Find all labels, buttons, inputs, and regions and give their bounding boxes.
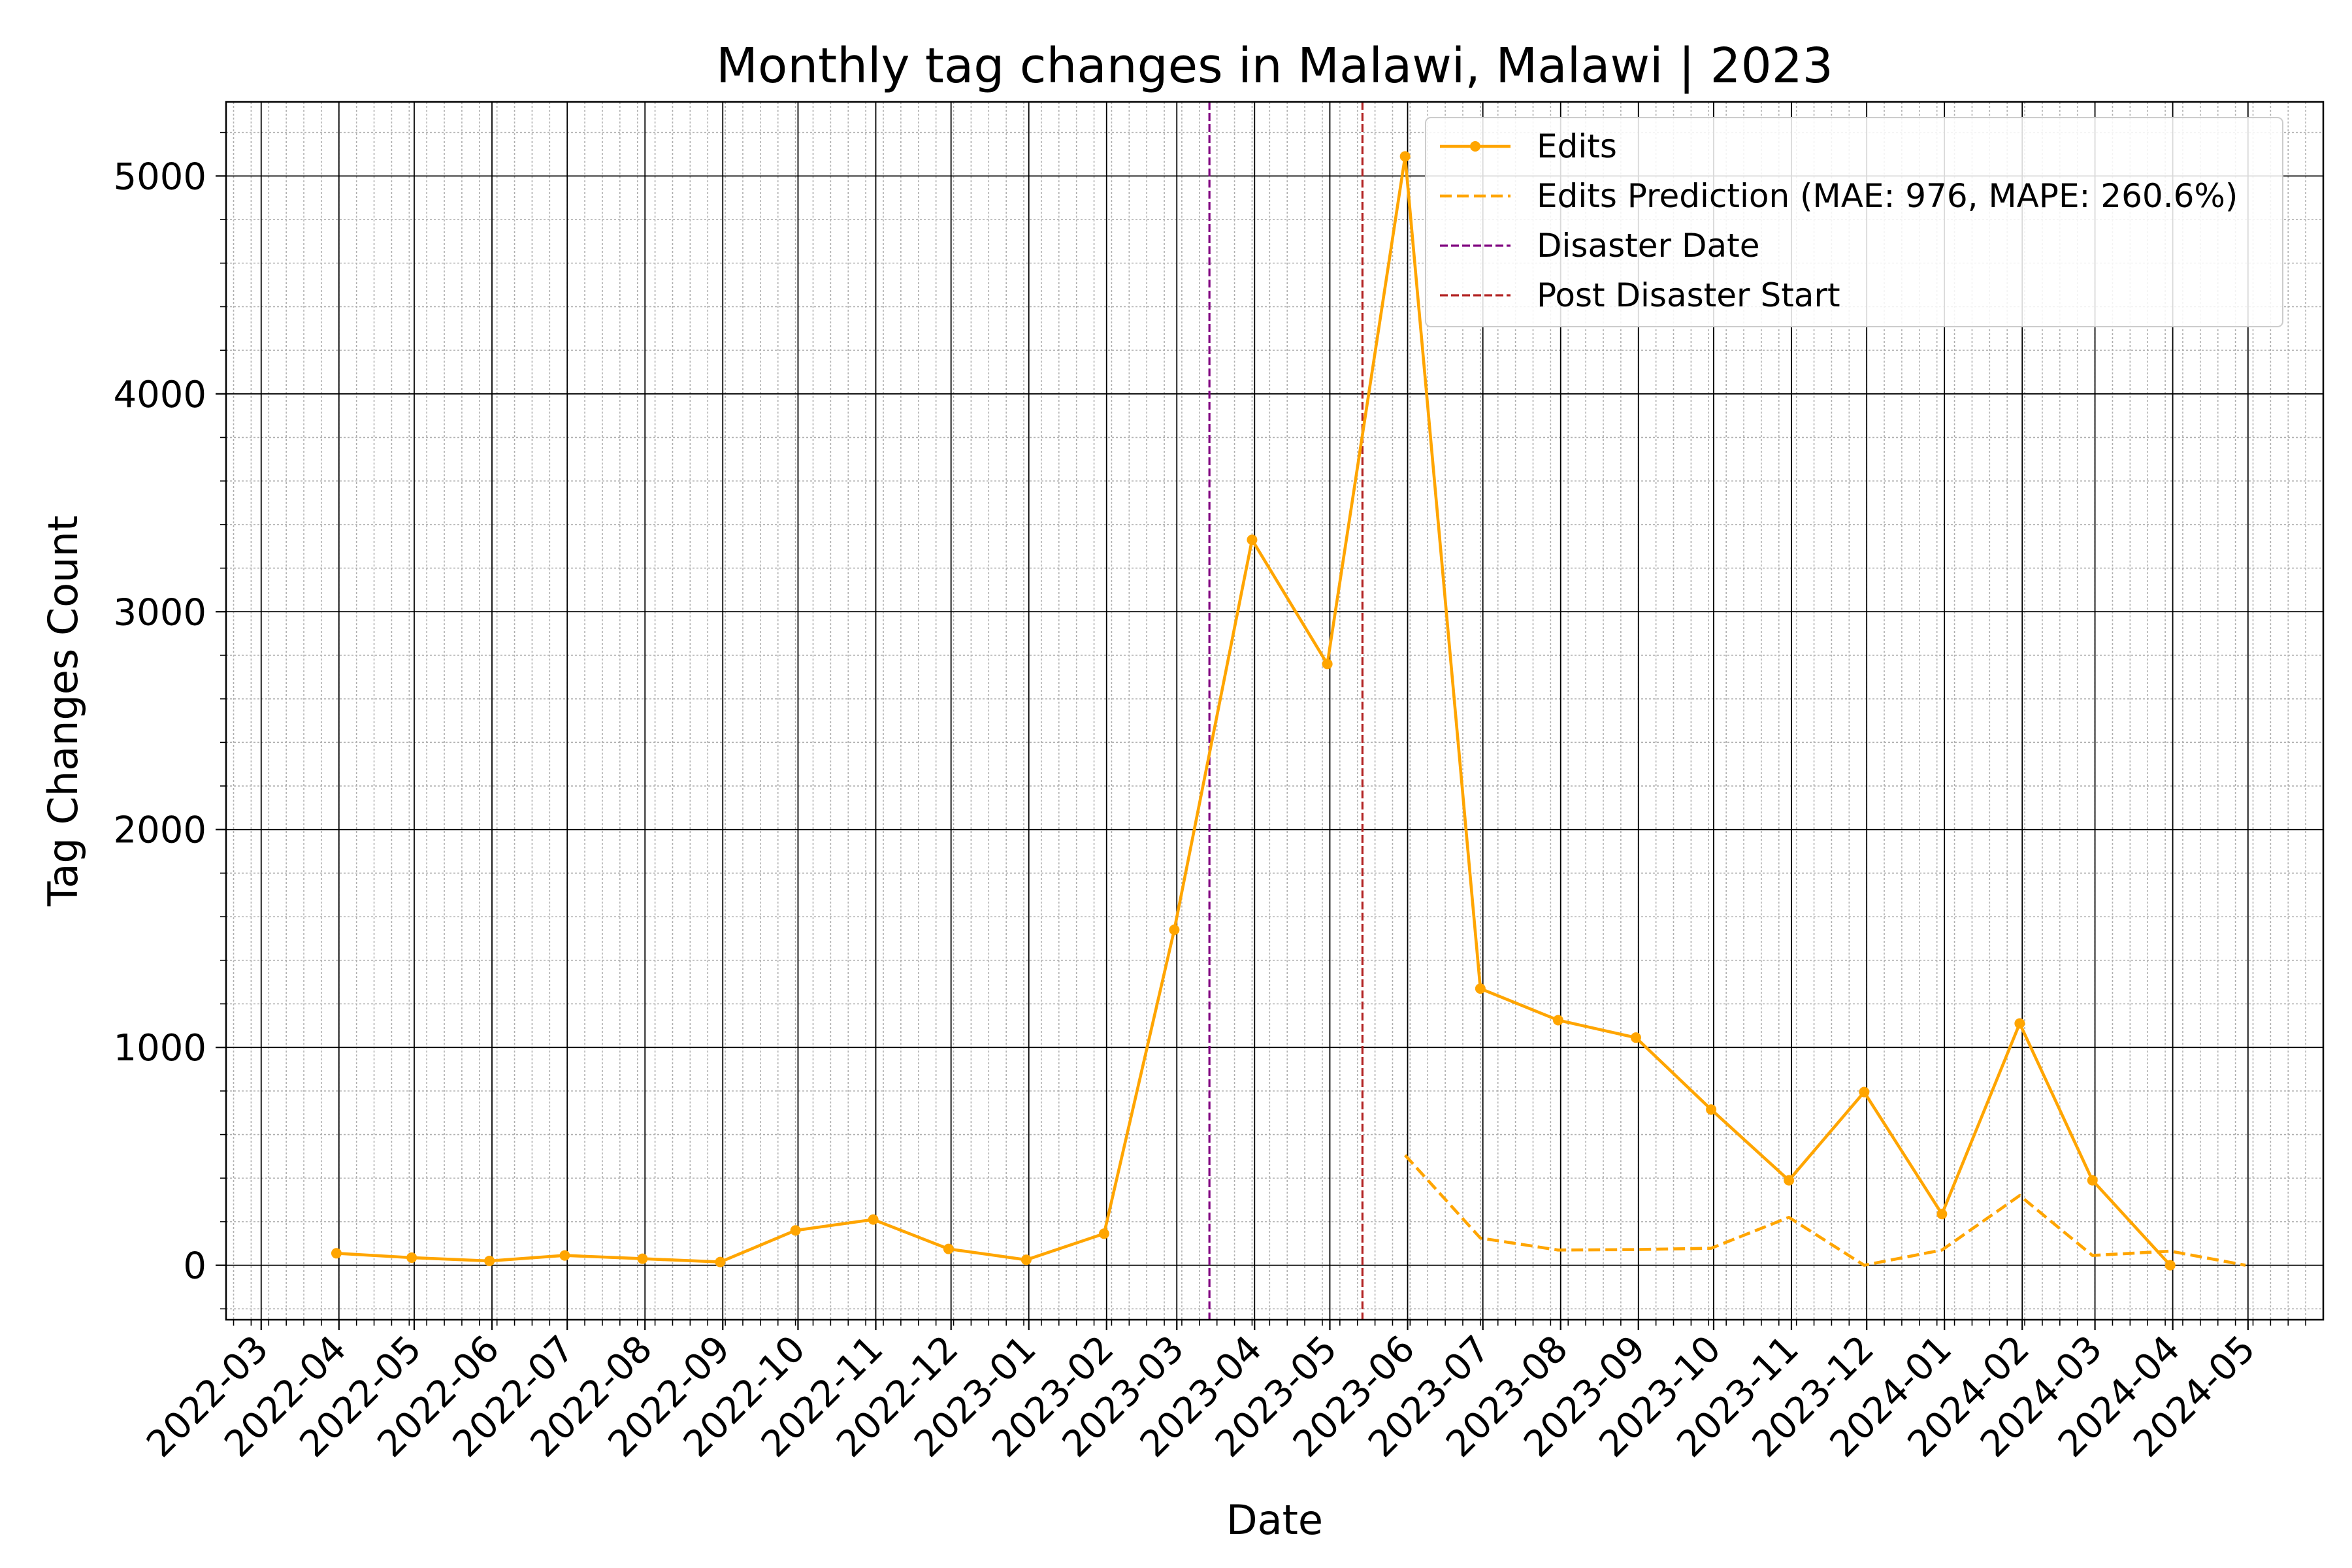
data-point (406, 1252, 417, 1263)
y-tick-label: 1000 (113, 1027, 206, 1070)
legend-label: Edits (1537, 127, 1617, 165)
data-point (331, 1248, 342, 1259)
x-axis-label: Date (1226, 1496, 1323, 1544)
data-point (1784, 1175, 1795, 1186)
legend-label: Post Disaster Start (1537, 276, 1840, 314)
plot-frame (225, 101, 2325, 1321)
legend-box (1425, 117, 2283, 327)
data-point (1936, 1209, 1948, 1220)
data-point (1630, 1032, 1641, 1043)
data-point (1247, 534, 1258, 546)
data-point (2164, 1260, 2176, 1271)
event-lines (1208, 102, 1364, 1320)
legend-label: Edits Prediction (MAE: 976, MAPE: 260.6%… (1537, 177, 2238, 215)
data-point (1399, 151, 1411, 162)
data-point (1021, 1254, 1032, 1266)
y-tick-label: 0 (183, 1245, 206, 1288)
data-point (943, 1243, 954, 1254)
prediction-line (1403, 1154, 2246, 1267)
data-point (484, 1255, 495, 1266)
data-point (790, 1225, 801, 1236)
legend: Edits Edits Prediction (MAE: 976, MAPE: 2… (1425, 117, 2283, 327)
y-tick-label: 3000 (113, 591, 206, 634)
data-point (1859, 1086, 1870, 1098)
y-tick-label: 2000 (113, 809, 206, 852)
data-point (1552, 1015, 1563, 1026)
data-point (1098, 1228, 1109, 1239)
y-tick-label: 4000 (113, 374, 206, 416)
legend-marker (1470, 141, 1480, 152)
y-axis-label: Tag Changes Count (39, 515, 87, 907)
data-point (2014, 1018, 2025, 1029)
data-point (868, 1214, 879, 1225)
data-point (1475, 983, 1486, 994)
y-tick-label: 5000 (113, 155, 206, 198)
data-point (715, 1256, 726, 1267)
series-layer (331, 151, 2246, 1271)
data-point (559, 1250, 570, 1261)
data-point (2087, 1175, 2098, 1186)
data-point (1706, 1104, 1717, 1115)
chart-title: Monthly tag changes in Malawi, Malawi | … (716, 38, 1833, 94)
data-point (637, 1253, 648, 1264)
legend-label: Disaster Date (1537, 227, 1759, 265)
data-point (1322, 659, 1333, 670)
data-point (1169, 924, 1180, 936)
